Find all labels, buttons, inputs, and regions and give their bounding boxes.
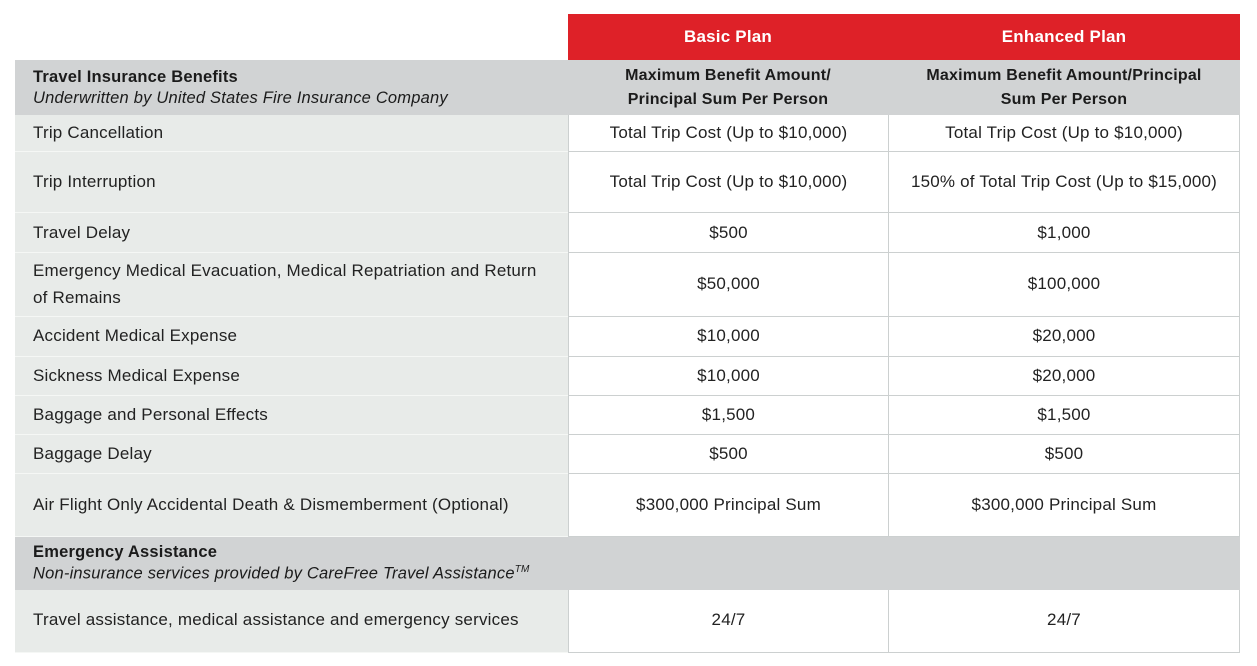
basic-value: 24/7	[568, 589, 888, 653]
basic-value: $500	[568, 213, 888, 254]
benefit-label: Travel Delay	[15, 213, 568, 254]
benefit-row-trip-interruption: Trip Interruption Total Trip Cost (Up to…	[15, 152, 1240, 214]
benefit-label: Air Flight Only Accidental Death & Disme…	[15, 474, 568, 538]
enhanced-value: $20,000	[888, 357, 1240, 397]
benefit-row-trip-cancellation: Trip Cancellation Total Trip Cost (Up to…	[15, 115, 1240, 153]
benefit-label: Sickness Medical Expense	[15, 357, 568, 397]
insurance-section-header-row: Travel Insurance Benefits Underwritten b…	[15, 60, 1240, 115]
basic-value: $1,500	[568, 396, 888, 436]
benefit-label: Trip Interruption	[15, 152, 568, 214]
basic-value: $10,000	[568, 317, 888, 358]
assistance-section-title-cell: Emergency Assistance Non-insurance servi…	[15, 537, 1240, 590]
enhanced-value: Total Trip Cost (Up to $10,000)	[888, 115, 1240, 153]
plan-header-row: Basic Plan Enhanced Plan	[15, 14, 1240, 60]
insurance-section-title: Travel Insurance Benefits	[33, 67, 238, 86]
assistance-subtitle-text: Non-insurance services provided by CareF…	[33, 564, 515, 583]
benefit-row-accident-medical: Accident Medical Expense $10,000 $20,000	[15, 317, 1240, 358]
basic-value: $50,000	[568, 253, 888, 318]
benefit-row-baggage-effects: Baggage and Personal Effects $1,500 $1,5…	[15, 396, 1240, 436]
benefits-table: Basic Plan Enhanced Plan Travel Insuranc…	[15, 14, 1240, 653]
plan-header-spacer	[15, 14, 568, 60]
assistance-section-subtitle: Non-insurance services provided by CareF…	[33, 564, 1230, 584]
benefit-label: Baggage Delay	[15, 435, 568, 475]
enhanced-value: $1,500	[888, 396, 1240, 436]
enhanced-value: 24/7	[888, 589, 1240, 653]
basic-column-header: Maximum Benefit Amount/ Principal Sum Pe…	[625, 67, 831, 108]
enhanced-plan-header: Enhanced Plan	[888, 14, 1240, 60]
basic-value: Total Trip Cost (Up to $10,000)	[568, 152, 888, 214]
benefit-row-sickness-medical: Sickness Medical Expense $10,000 $20,000	[15, 357, 1240, 397]
enhanced-value: $500	[888, 435, 1240, 475]
assistance-section-header-row: Emergency Assistance Non-insurance servi…	[15, 537, 1240, 590]
benefit-label: Baggage and Personal Effects	[15, 396, 568, 436]
basic-value: $10,000	[568, 357, 888, 397]
enhanced-value: $20,000	[888, 317, 1240, 358]
enhanced-value: $1,000	[888, 213, 1240, 254]
benefit-row-baggage-delay: Baggage Delay $500 $500	[15, 435, 1240, 475]
enhanced-value: $300,000 Principal Sum	[888, 474, 1240, 538]
trademark-superscript: TM	[514, 564, 530, 576]
enhanced-column-header: Maximum Benefit Amount/Principal Sum Per…	[926, 67, 1202, 108]
enhanced-value: $100,000	[888, 253, 1240, 318]
basic-plan-header: Basic Plan	[568, 14, 888, 60]
benefit-label: Accident Medical Expense	[15, 317, 568, 358]
assistance-label: Travel assistance, medical assistance an…	[15, 589, 568, 653]
benefit-row-emergency-evacuation: Emergency Medical Evacuation, Medical Re…	[15, 253, 1240, 318]
assistance-row: Travel assistance, medical assistance an…	[15, 589, 1240, 653]
insurance-section-title-cell: Travel Insurance Benefits Underwritten b…	[15, 60, 568, 115]
benefit-row-travel-delay: Travel Delay $500 $1,000	[15, 213, 1240, 254]
benefit-label: Emergency Medical Evacuation, Medical Re…	[15, 253, 568, 318]
basic-value: $300,000 Principal Sum	[568, 474, 888, 538]
benefit-row-air-flight-add: Air Flight Only Accidental Death & Disme…	[15, 474, 1240, 538]
basic-value: $500	[568, 435, 888, 475]
basic-value: Total Trip Cost (Up to $10,000)	[568, 115, 888, 153]
benefit-label: Trip Cancellation	[15, 115, 568, 153]
insurance-section-subtitle: Underwritten by United States Fire Insur…	[33, 88, 448, 107]
assistance-section-title: Emergency Assistance	[33, 543, 218, 562]
enhanced-value: 150% of Total Trip Cost (Up to $15,000)	[888, 152, 1240, 214]
